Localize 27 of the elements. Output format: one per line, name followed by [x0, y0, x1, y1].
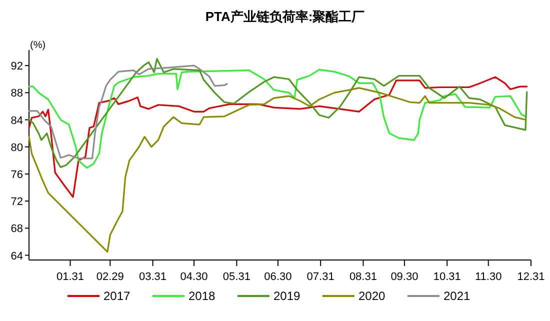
y-tick-label: 88 — [10, 88, 23, 100]
legend-label: 2017 — [104, 289, 131, 303]
x-tick-label: 10.31 — [433, 271, 461, 283]
x-tick-label: 12.31 — [517, 271, 545, 283]
x-tick-label: 01.31 — [56, 271, 84, 283]
x-tick-label: 08.31 — [349, 271, 377, 283]
legend-label: 2021 — [444, 289, 471, 303]
x-tick-label: 11.30 — [475, 271, 502, 283]
y-axis-title: (%) — [30, 40, 46, 51]
y-tick-label: 84 — [10, 114, 23, 127]
legend-label: 2020 — [358, 289, 386, 303]
x-tick-label: 07.31 — [306, 271, 334, 283]
x-tick-label: 03.31 — [139, 271, 167, 283]
y-tick-label: 80 — [10, 142, 23, 154]
x-tick-label: 04.30 — [180, 271, 208, 283]
chart-title: PTA产业链负荷率:聚酯工厂 — [205, 9, 365, 24]
x-tick-label: 06.30 — [264, 271, 292, 283]
x-tick-label: 02.29 — [96, 271, 124, 283]
y-tick-label: 68 — [10, 223, 23, 236]
legend-label: 2018 — [188, 289, 216, 303]
legend-label: 2019 — [274, 289, 301, 303]
y-tick-label: 72 — [10, 196, 23, 208]
y-tick-label: 64 — [10, 250, 23, 262]
y-tick-label: 92 — [10, 60, 23, 73]
x-tick-label: 09.30 — [390, 271, 418, 283]
x-tick-label: 05.31 — [222, 271, 250, 283]
y-tick-label: 76 — [10, 168, 23, 181]
